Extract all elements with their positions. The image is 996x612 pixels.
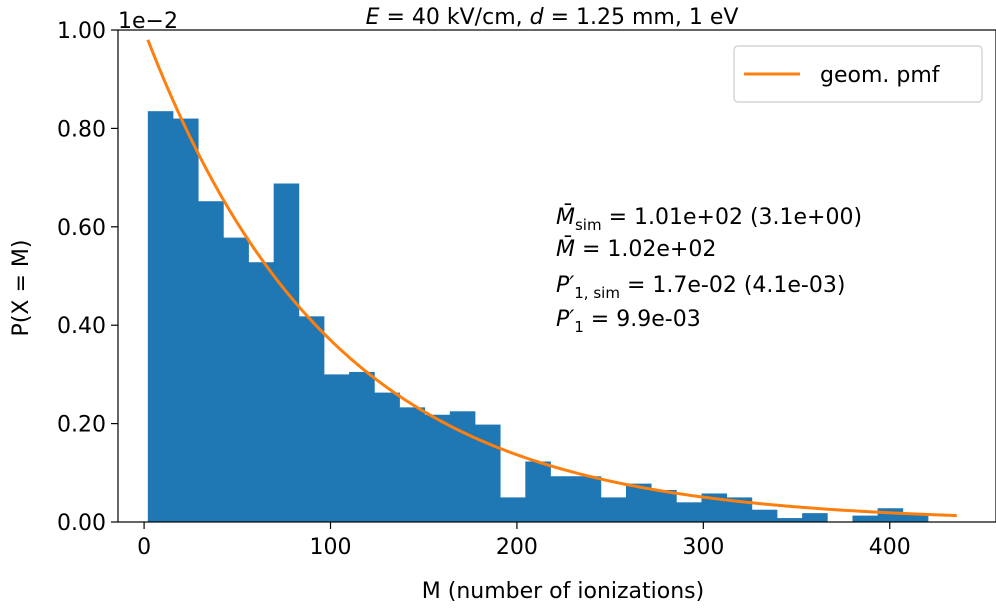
histogram-bars (147, 111, 929, 523)
histogram-bar (273, 183, 300, 522)
y-tick-label: 0.20 (57, 413, 106, 438)
histogram-bar (550, 476, 577, 522)
legend-entry-geom-pmf: geom. pmf (820, 63, 941, 88)
histogram-bar (223, 237, 249, 522)
histogram-bar (802, 513, 828, 522)
histogram-bar (525, 461, 551, 522)
histogram-bar (651, 490, 677, 522)
histogram-bar (424, 414, 451, 522)
histogram-bar (198, 201, 224, 522)
x-tick-label: 300 (682, 535, 724, 560)
x-tick-label: 200 (496, 535, 538, 560)
y-axis-label: P(X = M) (9, 240, 34, 337)
histogram-bar (500, 497, 526, 522)
histogram-bar (751, 509, 778, 522)
histogram-bar (776, 518, 803, 522)
histogram-bar (575, 476, 602, 522)
histogram-bar (172, 118, 199, 522)
y-tick-label: 0.80 (57, 117, 106, 142)
histogram-bar (374, 392, 400, 522)
chart-title: E = 40 kV/cm, d = 1.25 mm, 1 eV (366, 5, 739, 30)
x-tick-label: 0 (137, 535, 151, 560)
geom-pmf-line (146, 39, 957, 518)
histogram-bar (349, 371, 375, 522)
plot-frame (117, 29, 996, 523)
annotation-p1: P′1 = 9.9e-03 (556, 307, 701, 336)
histogram-bar (399, 407, 426, 522)
x-axis-ticks: 0 100 200 300 400 (137, 522, 911, 560)
histogram-bar (298, 316, 325, 522)
legend-box (733, 45, 983, 103)
histogram-bar (852, 515, 879, 522)
y-tick-label: 0.40 (57, 314, 106, 339)
annotation-p1-sim: P′1, sim = 1.7e-02 (4.1e-03) (556, 273, 845, 302)
histogram-bar (600, 497, 627, 522)
histogram-bar (248, 262, 275, 522)
y-tick-label: 0.00 (57, 511, 106, 536)
legend: geom. pmf (733, 45, 983, 103)
x-axis-label: M (number of ionizations) (422, 579, 704, 604)
y-axis-ticks: 0.00 0.20 0.40 0.60 0.80 1.00 (57, 19, 118, 536)
x-tick-label: 100 (310, 535, 352, 560)
histogram-bar (147, 111, 174, 523)
histogram-bar (449, 411, 476, 522)
y-tick-label: 0.60 (57, 216, 106, 241)
annotation-m-bar: M̄ = 1.02e+02 (556, 236, 716, 262)
histogram-bar (625, 483, 652, 522)
histogram-bar (902, 513, 929, 522)
histogram-bar (877, 508, 904, 522)
histogram-bar (323, 374, 350, 522)
annotation-m-sim: M̄sim = 1.01e+02 (3.1e+00) (556, 204, 862, 234)
y-tick-label: 1.00 (57, 19, 106, 44)
stats-annotation: M̄sim = 1.01e+02 (3.1e+00) M̄ = 1.02e+02… (556, 204, 862, 336)
x-tick-label: 400 (869, 535, 911, 560)
histogram-bar (676, 502, 702, 522)
